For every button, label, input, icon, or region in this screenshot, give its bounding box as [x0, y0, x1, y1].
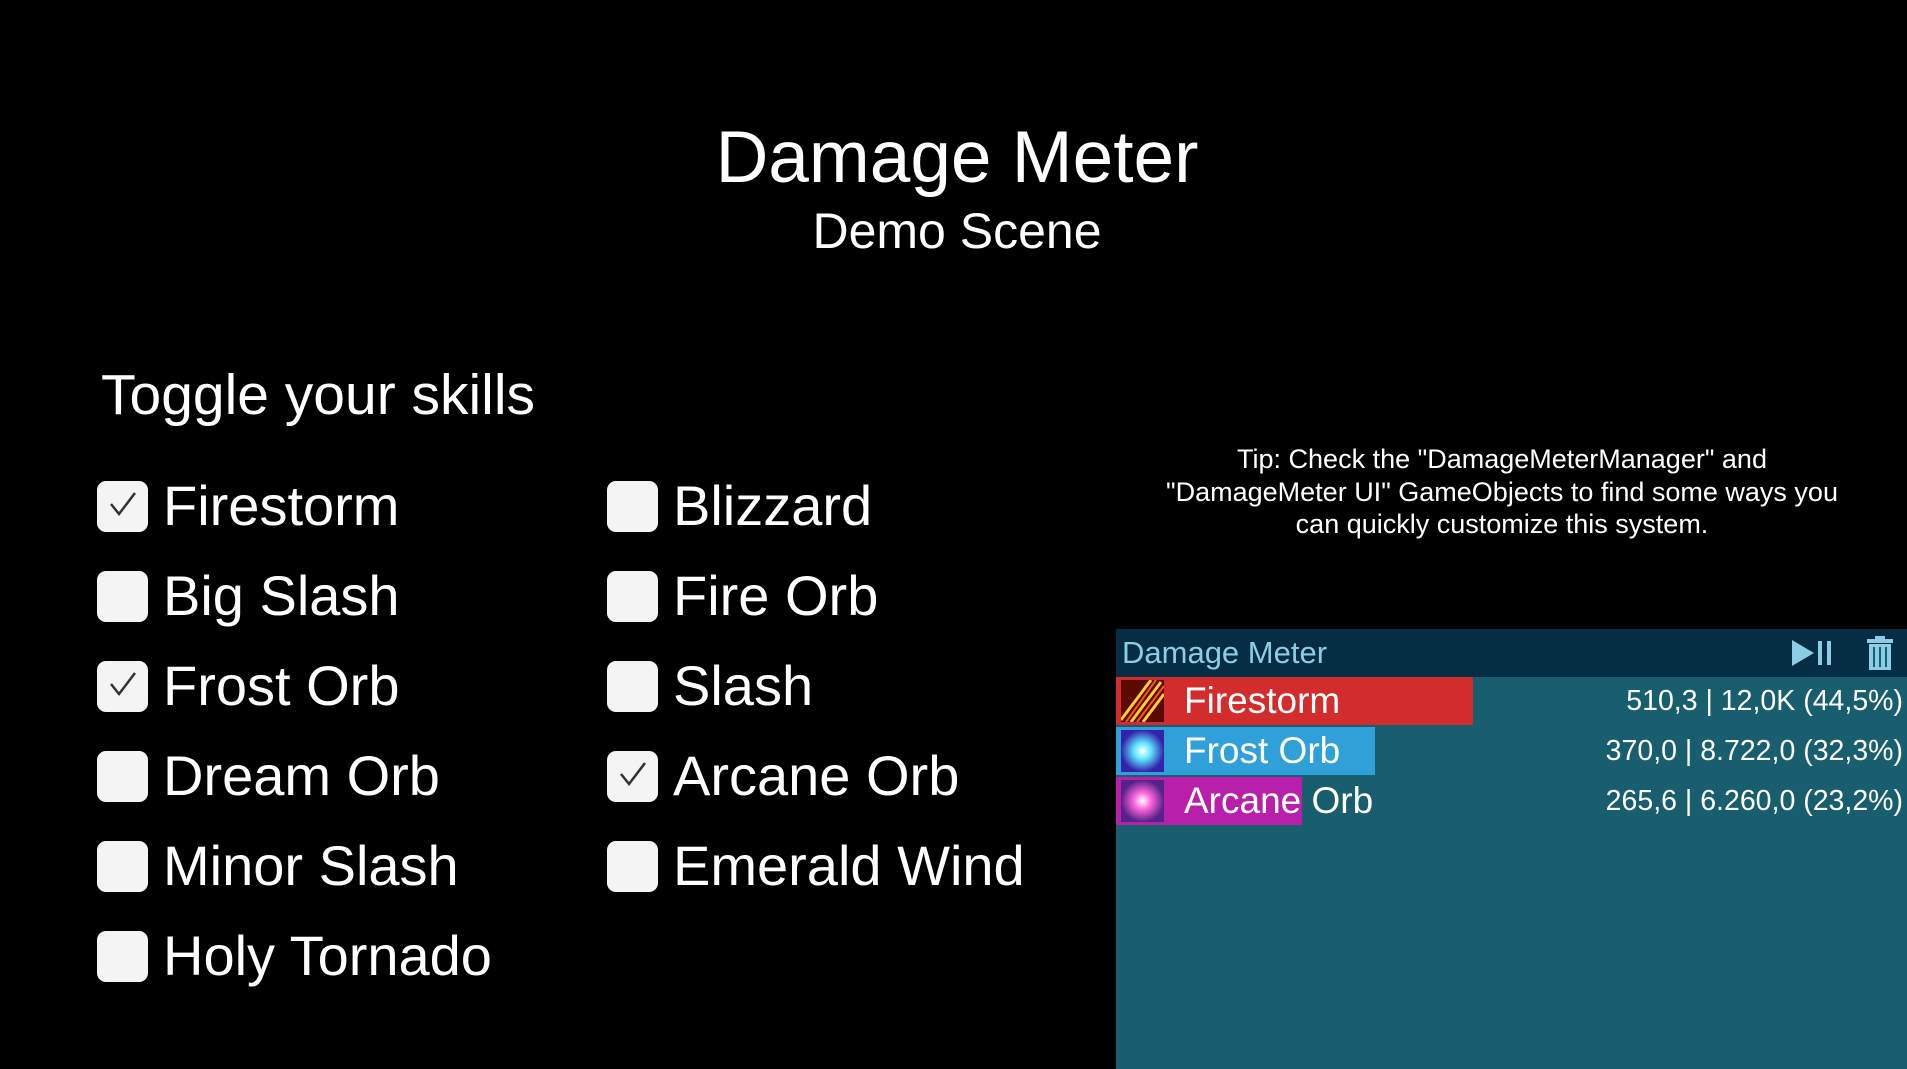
- skill-label: Emerald Wind: [673, 834, 1025, 897]
- checkbox[interactable]: [607, 750, 658, 802]
- skill-name: Frost Orb: [1184, 730, 1341, 771]
- skill-toggle-firestorm[interactable]: Firestorm: [97, 476, 399, 536]
- skill-label: Firestorm: [163, 474, 400, 537]
- skill-label: Fire Orb: [673, 564, 879, 627]
- skill-label: Arcane Orb: [673, 744, 960, 807]
- skill-toggle-fire-orb[interactable]: Fire Orb: [607, 566, 878, 626]
- play-pause-icon[interactable]: [1790, 638, 1836, 668]
- page-title: Damage Meter: [715, 117, 1199, 198]
- skill-toggle-minor-slash[interactable]: Minor Slash: [97, 836, 459, 896]
- meter-row[interactable]: Firestorm 510,3 | 12,0K (44,5%): [1116, 677, 1907, 725]
- skill-toggle-dream-orb[interactable]: Dream Orb: [97, 746, 440, 806]
- skill-label: Big Slash: [163, 564, 400, 627]
- firestorm-icon: [1119, 679, 1166, 723]
- skill-toggle-slash[interactable]: Slash: [607, 656, 813, 716]
- skill-toggle-holy-tornado[interactable]: Holy Tornado: [97, 926, 492, 986]
- skill-toggle-blizzard[interactable]: Blizzard: [607, 476, 872, 536]
- skill-toggle-arcane-orb[interactable]: Arcane Orb: [607, 746, 959, 806]
- checkbox[interactable]: [97, 480, 148, 532]
- skill-toggle-emerald-wind[interactable]: Emerald Wind: [607, 836, 1025, 896]
- skill-name: Arcane Orb: [1184, 780, 1374, 821]
- tip-line: can quickly customize this system.: [1295, 509, 1709, 539]
- skill-toggle-big-slash[interactable]: Big Slash: [97, 566, 400, 626]
- checkbox[interactable]: [97, 840, 148, 892]
- skill-label: Frost Orb: [163, 654, 400, 717]
- damage-meter-header: Damage Meter: [1116, 629, 1907, 677]
- skill-label: Blizzard: [673, 474, 873, 537]
- meter-row[interactable]: Arcane Orb 265,6 | 6.260,0 (23,2%): [1116, 777, 1907, 825]
- skill-label: Dream Orb: [163, 744, 440, 807]
- skill-toggle-frost-orb[interactable]: Frost Orb: [97, 656, 399, 716]
- checkbox[interactable]: [97, 660, 148, 712]
- tip-line: "DamageMeter UI" GameObjects to find som…: [1166, 476, 1838, 507]
- skill-label: Minor Slash: [163, 834, 459, 897]
- damage-bar: [1116, 677, 1473, 725]
- toggle-skills-heading: Toggle your skills: [101, 363, 536, 427]
- checkmark-icon: [106, 667, 140, 706]
- checkbox[interactable]: [607, 660, 658, 712]
- skill-name: Firestorm: [1184, 680, 1341, 721]
- damage-value: 370,0 | 8.722,0 (32,3%): [1605, 735, 1903, 767]
- checkbox[interactable]: [97, 750, 148, 802]
- tip-line: Tip: Check the "DamageMeterManager" and: [1237, 444, 1767, 474]
- checkbox[interactable]: [607, 840, 658, 892]
- checkmark-icon: [616, 757, 650, 796]
- checkmark-icon: [106, 487, 140, 526]
- skill-label: Slash: [673, 654, 814, 717]
- arcane-orb-icon: [1121, 780, 1164, 822]
- damage-meter-title: Damage Meter: [1122, 635, 1328, 670]
- page-subtitle: Demo Scene: [812, 203, 1102, 259]
- checkbox[interactable]: [97, 930, 148, 982]
- checkbox[interactable]: [607, 570, 658, 622]
- meter-row[interactable]: Frost Orb 370,0 | 8.722,0 (32,3%): [1116, 727, 1907, 775]
- damage-value: 265,6 | 6.260,0 (23,2%): [1605, 785, 1903, 817]
- checkbox[interactable]: [97, 570, 148, 622]
- frost-orb-icon: [1121, 730, 1164, 772]
- tip-text: Tip: Check the "DamageMeterManager" and …: [1120, 443, 1884, 541]
- damage-value: 510,3 | 12,0K (44,5%): [1626, 685, 1903, 717]
- damage-meter-panel: Damage Meter Firestorm 510,3 | 12,0K (44,…: [1116, 629, 1907, 1069]
- skill-label: Holy Tornado: [163, 924, 492, 987]
- checkbox[interactable]: [607, 480, 658, 532]
- trash-icon[interactable]: [1866, 636, 1894, 670]
